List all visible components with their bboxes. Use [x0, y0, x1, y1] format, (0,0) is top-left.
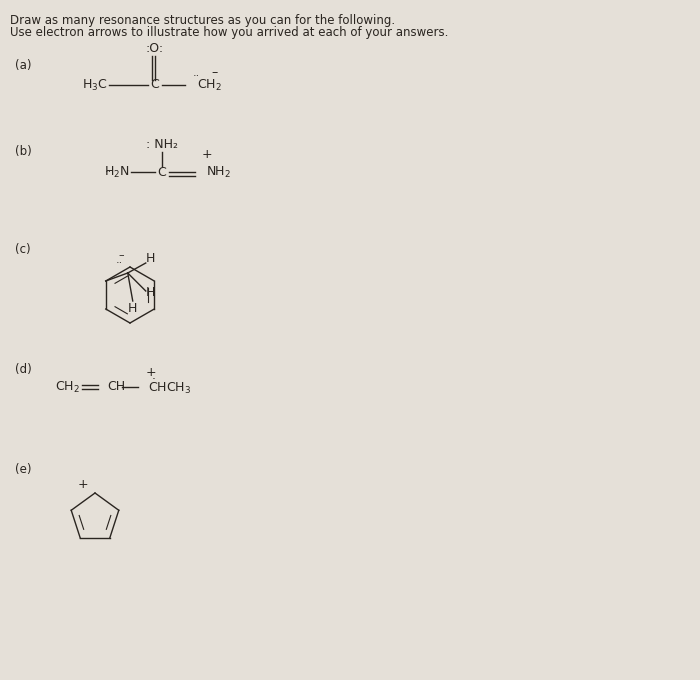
Text: +: +: [146, 367, 156, 379]
Text: H: H: [146, 252, 155, 265]
Text: CH$_2$: CH$_2$: [55, 379, 80, 394]
Text: : NH₂: : NH₂: [146, 137, 178, 150]
Text: Use electron arrows to illustrate how you arrived at each of your answers.: Use electron arrows to illustrate how yo…: [10, 26, 449, 39]
Text: CH$_2$: CH$_2$: [197, 78, 222, 92]
Text: Draw as many resonance structures as you can for the following.: Draw as many resonance structures as you…: [10, 14, 395, 27]
Text: C: C: [150, 78, 160, 92]
Text: –: –: [212, 67, 218, 80]
Text: ··: ··: [116, 258, 123, 268]
Text: (e): (e): [15, 464, 32, 477]
Text: (c): (c): [15, 243, 31, 256]
Text: :O:: :O:: [146, 41, 164, 54]
Text: (d): (d): [15, 364, 32, 377]
Text: H$_3$C: H$_3$C: [83, 78, 108, 92]
Text: (a): (a): [15, 60, 32, 73]
Text: +: +: [78, 479, 88, 492]
Text: –: –: [119, 250, 125, 260]
Text: +: +: [202, 148, 212, 160]
Text: H$_2$N: H$_2$N: [104, 165, 130, 180]
Text: ··: ··: [193, 71, 200, 81]
Text: $\dot{\rm C}$HCH$_3$: $\dot{\rm C}$HCH$_3$: [148, 377, 191, 396]
Text: H: H: [128, 303, 137, 316]
Text: (b): (b): [15, 146, 32, 158]
Text: C: C: [158, 165, 167, 178]
Text: H: H: [146, 286, 155, 299]
Text: NH$_2$: NH$_2$: [206, 165, 231, 180]
Text: ··: ··: [104, 167, 111, 177]
Text: CH: CH: [107, 381, 125, 394]
